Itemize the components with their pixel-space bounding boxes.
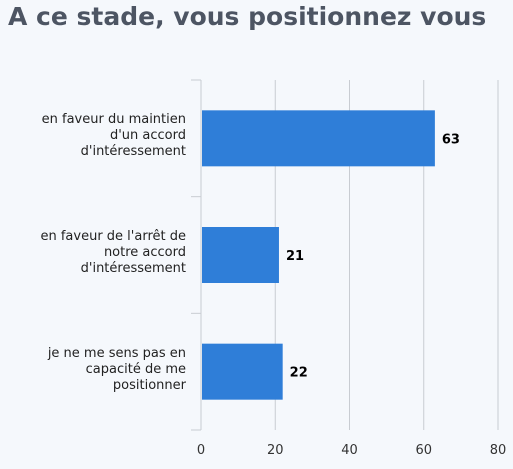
- x-tick-label: 0: [197, 443, 205, 458]
- x-tick-label: 20: [267, 443, 284, 458]
- chart-title: A ce stade, vous positionnez vous: [8, 2, 487, 31]
- data-label: 21: [286, 249, 304, 264]
- data-label: 63: [442, 132, 460, 147]
- x-tick-label: 60: [415, 443, 432, 458]
- x-tick-label: 80: [490, 443, 507, 458]
- x-tick-label: 40: [341, 443, 358, 458]
- category-label: en faveur de l'arrêt de notre accord d'i…: [40, 229, 186, 276]
- data-label: 22: [290, 366, 308, 381]
- bar: [202, 227, 279, 283]
- category-label: en faveur du maintien d'un accord d'inté…: [41, 112, 186, 160]
- bar: [202, 343, 283, 400]
- bar: [202, 110, 435, 167]
- category-label: je ne me sens pas en capacité de me posi…: [47, 345, 186, 393]
